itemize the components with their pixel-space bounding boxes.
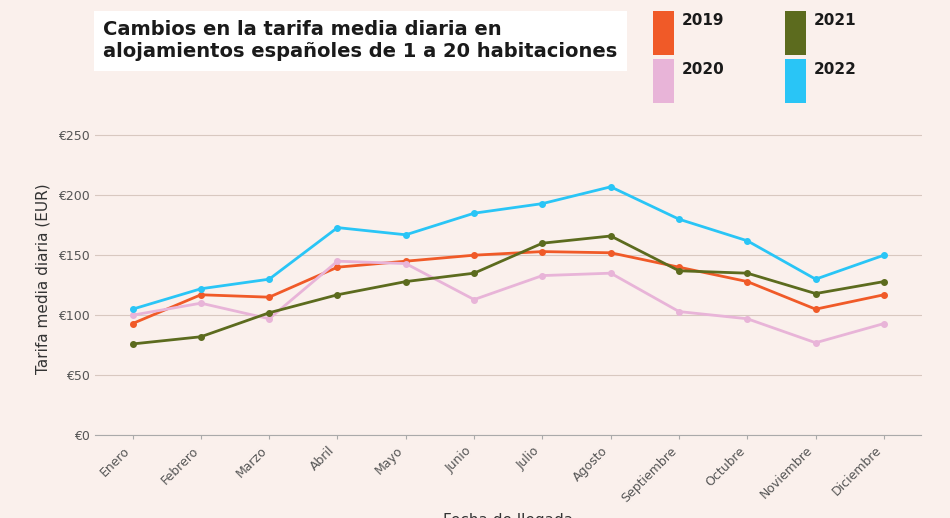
FancyBboxPatch shape	[785, 60, 806, 103]
Y-axis label: Tarifa media diaria (EUR): Tarifa media diaria (EUR)	[35, 184, 50, 375]
FancyBboxPatch shape	[653, 11, 674, 54]
Text: 2019: 2019	[682, 13, 724, 28]
Text: Cambios en la tarifa media diaria en
alojamientos españoles de 1 a 20 habitacion: Cambios en la tarifa media diaria en alo…	[104, 20, 618, 62]
Text: 2020: 2020	[682, 62, 725, 77]
Text: 2021: 2021	[814, 13, 857, 28]
X-axis label: Fecha de llegada: Fecha de llegada	[444, 513, 573, 518]
FancyBboxPatch shape	[653, 60, 674, 103]
Text: 2022: 2022	[814, 62, 857, 77]
FancyBboxPatch shape	[785, 11, 806, 54]
